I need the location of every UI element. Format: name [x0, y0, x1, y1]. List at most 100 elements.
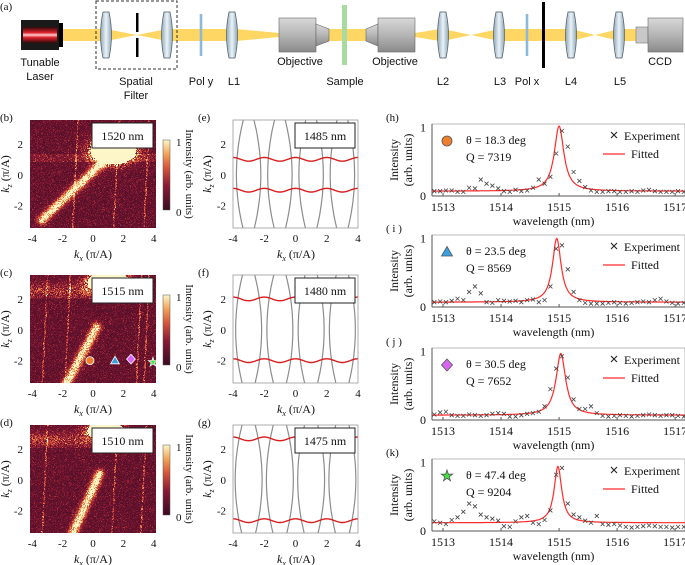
experiment-point: [658, 189, 663, 195]
colorbar-max: 1: [176, 137, 182, 149]
colorbar: [162, 444, 171, 516]
y-axis-label-line2: (arb. units): [401, 245, 415, 298]
x-tick-label: 1517: [663, 424, 685, 438]
legend-experiment-icon: [610, 242, 618, 250]
x-tick-label: 1514: [489, 200, 513, 214]
kx-tick-label: 2: [324, 233, 330, 245]
lens-icon: [613, 11, 625, 59]
experiment-point: [559, 243, 565, 248]
kx-tick-label: 0: [293, 538, 299, 550]
wavelength-box: [294, 122, 356, 149]
band-panel: (f)1480 nm-4 -2 0 2 420-2kx (π/A)kz (π/A): [198, 267, 361, 418]
x-tick-label: 1513: [431, 200, 455, 214]
experiment-point: [611, 413, 617, 419]
band-curve: [233, 156, 358, 162]
experiment-point: [443, 188, 449, 193]
label-spatial-filter-line2: Filter: [124, 90, 149, 102]
legend-fitted-label: Fitted: [631, 147, 659, 161]
experiment-point: [443, 299, 449, 305]
experiment-point: [681, 524, 685, 530]
kx-tick-label: 4: [355, 538, 361, 550]
axis-var: k: [277, 402, 283, 416]
experiment-point: [530, 297, 536, 302]
experiment-point: [623, 189, 629, 195]
experiment-point: [652, 523, 658, 529]
objective-2-icon: [365, 17, 416, 53]
experiment-point: [658, 524, 663, 530]
label-sample: Sample: [326, 76, 363, 88]
experiment-point: [640, 523, 646, 529]
light-line-curve: [235, 120, 244, 228]
label-pol-y: Pol y: [189, 76, 214, 88]
experiment-point: [437, 188, 443, 194]
kx-axis-label: kx (π/A): [277, 552, 315, 565]
kx-axis-label: kx (π/A): [74, 247, 112, 263]
experiment-point: [675, 188, 681, 194]
colorbar-min: 0: [176, 207, 182, 219]
experiment-point: [582, 300, 588, 306]
axis-unit: (π/A): [286, 402, 315, 416]
axis-var: k: [277, 247, 283, 261]
spatial-filter-box: [95, 0, 178, 70]
experiment-point: [617, 300, 623, 306]
kx-tick-label: -4: [28, 388, 38, 400]
experiment-point: [640, 412, 646, 418]
experiment-point: [652, 297, 658, 303]
kz-tick-label: 2: [221, 139, 227, 151]
experiment-point: [432, 299, 437, 305]
spectrum-panel: 1513 1514 1515 1516 1517 0 1 wavelength (nm) Int…: [386, 112, 685, 228]
experiment-point: [536, 177, 542, 182]
plot-frame: [232, 119, 359, 229]
kx-tick-label: 2: [121, 388, 127, 400]
kx-tick-label: -4: [28, 233, 38, 245]
wavelength-label: 1515 nm: [101, 284, 144, 298]
colorbar-max: 1: [176, 292, 182, 304]
kz-tick-label: 2: [18, 139, 24, 151]
axis-sub: x: [78, 409, 83, 418]
experiment-point: [606, 300, 611, 306]
kz-tick-label: 2: [221, 444, 227, 456]
kx-tick-label: -4: [28, 538, 38, 550]
experiment-point: [472, 284, 478, 289]
y-axis-label-line2: (arb. units): [401, 358, 415, 411]
colorbar: [162, 139, 171, 211]
experiment-point: [617, 189, 623, 195]
kx-tick-label: 2: [324, 538, 330, 550]
triangle-marker-icon: [440, 245, 454, 257]
experiment-point: [449, 298, 455, 304]
y-tick-label: 0: [420, 300, 426, 314]
light-line-curve: [284, 120, 293, 228]
experiment-point: [501, 188, 507, 194]
experiment-point: [490, 300, 495, 306]
experiment-point: [646, 299, 652, 305]
kx-tick-label: 4: [355, 233, 361, 245]
lens-icon: [100, 11, 112, 59]
experiment-point: [611, 299, 617, 305]
colorbar: [162, 294, 171, 366]
kx-axis-label: kx (π/A): [277, 247, 315, 263]
theta-label: θ = 23.5 deg: [466, 244, 526, 258]
kz-tick-label: 0: [18, 325, 24, 337]
kx-tick-label: -2: [260, 233, 269, 245]
experiment-point: [571, 512, 576, 517]
wavelength-label: 1510 nm: [101, 434, 144, 448]
experiment-point: [495, 297, 501, 303]
experiment-point: [553, 472, 559, 478]
experiment-point: [519, 515, 524, 520]
experiment-point: [490, 183, 495, 188]
axis-sub: x: [281, 409, 286, 418]
kx-tick-label: -4: [228, 233, 238, 245]
kz-tick-label: -2: [14, 506, 23, 518]
experiment-point: [664, 524, 669, 530]
x-tick-label: 1515: [547, 200, 571, 214]
lens-icon: [161, 11, 173, 59]
experiment-point: [664, 299, 669, 304]
axis-unit: (π/A): [286, 247, 315, 261]
q-factor-label: Q = 9204: [466, 485, 511, 499]
experiment-point: [519, 188, 524, 194]
experiment-point: [681, 300, 685, 306]
y-axis-label-line2: (arb. units): [401, 469, 415, 522]
light-line-curve: [361, 120, 368, 228]
label-l5: L5: [614, 76, 626, 88]
